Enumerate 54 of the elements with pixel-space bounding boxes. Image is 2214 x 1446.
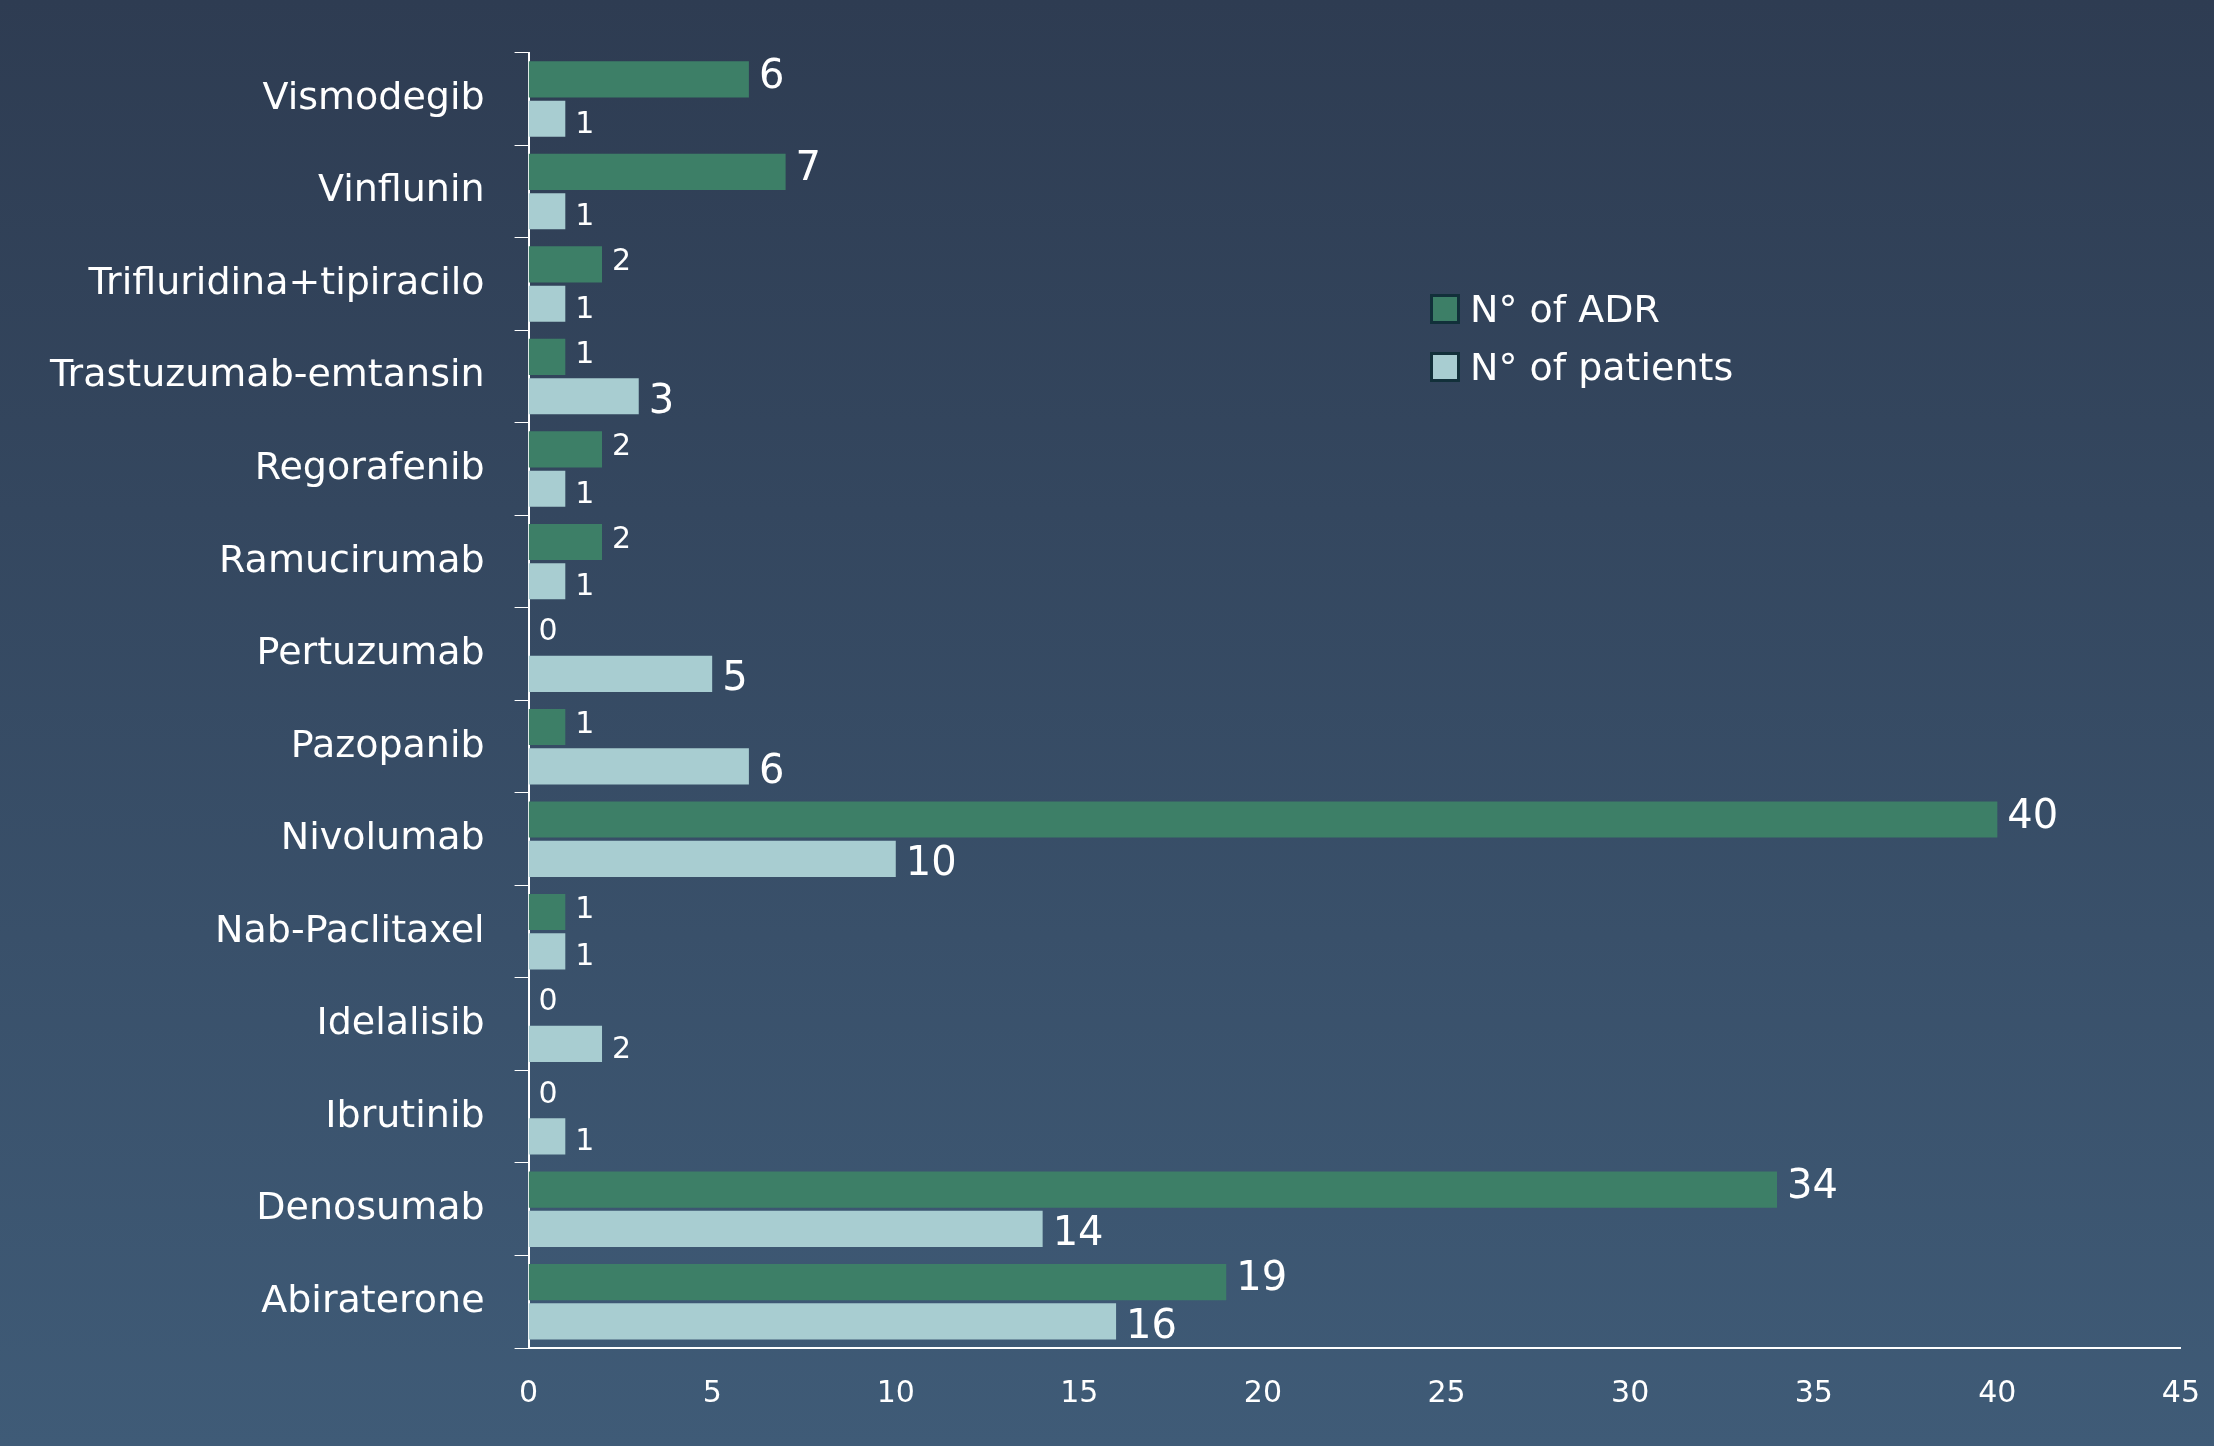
data-label: 2 bbox=[612, 519, 632, 555]
data-label: 2 bbox=[612, 427, 632, 463]
data-label: 1 bbox=[575, 474, 595, 510]
x-tick-label: 5 bbox=[702, 1373, 722, 1409]
data-label: 1 bbox=[575, 704, 595, 740]
data-label: 5 bbox=[722, 653, 748, 700]
y-tick-label: Nivolumab bbox=[280, 814, 485, 859]
data-label: 6 bbox=[758, 745, 785, 792]
y-tick-label: Ibrutinib bbox=[325, 1091, 485, 1136]
data-label: 34 bbox=[1787, 1160, 1838, 1207]
text: N° of ADR bbox=[1470, 286, 1660, 333]
data-label: 1 bbox=[575, 567, 595, 603]
data-label: 6 bbox=[758, 50, 785, 97]
legend-label: N° of patients bbox=[1470, 344, 1734, 391]
y-tick-label: Trastuzumab-emtansin bbox=[48, 351, 485, 396]
data-label: 0 bbox=[538, 982, 558, 1018]
data-label: 19 bbox=[1236, 1253, 1288, 1300]
y-tick-label: Regorafenib bbox=[254, 443, 485, 488]
x-tick-label: 40 bbox=[1978, 1373, 2017, 1409]
y-tick-label: Vismodegib bbox=[262, 73, 485, 118]
data-label: 0 bbox=[538, 1074, 558, 1110]
x-tick-label: 45 bbox=[2161, 1373, 2201, 1409]
x-tick-label: 35 bbox=[1794, 1373, 1833, 1409]
x-tick-label: 25 bbox=[1427, 1373, 1466, 1409]
x-tick-label: 30 bbox=[1611, 1373, 1650, 1409]
y-tick-label: Abiraterone bbox=[261, 1276, 485, 1321]
data-label: 1 bbox=[575, 889, 595, 925]
data-label: 10 bbox=[905, 838, 957, 885]
y-tick-label: Vinflunin bbox=[318, 166, 485, 211]
data-label: 16 bbox=[1126, 1300, 1177, 1347]
y-tick-label: Ramucirumab bbox=[219, 536, 485, 581]
x-tick-label: 0 bbox=[519, 1373, 539, 1409]
data-label: 1 bbox=[575, 1122, 595, 1158]
data-label: 14 bbox=[1052, 1208, 1104, 1255]
data-label: 1 bbox=[575, 104, 595, 140]
y-tick-label: Pertuzumab bbox=[256, 629, 485, 674]
data-label: 7 bbox=[795, 143, 822, 190]
x-tick-label: 15 bbox=[1060, 1373, 1099, 1409]
data-label: 1 bbox=[575, 937, 595, 973]
data-label: 0 bbox=[538, 612, 558, 648]
data-label: 3 bbox=[648, 375, 675, 422]
data-label: 2 bbox=[612, 242, 632, 278]
y-tick-label: Trifluridina+tipiracilo bbox=[87, 258, 485, 303]
data-label: 1 bbox=[575, 197, 595, 233]
data-label: 40 bbox=[2007, 790, 2059, 837]
data-label: 1 bbox=[575, 289, 595, 325]
x-tick-label: 20 bbox=[1243, 1373, 1283, 1409]
data-label: 1 bbox=[575, 334, 595, 370]
y-tick-label: Nab-Paclitaxel bbox=[215, 906, 485, 951]
data-label: 2 bbox=[612, 1029, 632, 1065]
x-tick-label: 10 bbox=[876, 1373, 915, 1409]
y-tick-label: Idelalisib bbox=[316, 999, 485, 1044]
y-tick-label: Denosumab bbox=[256, 1184, 485, 1229]
y-tick-label: Pazopanib bbox=[290, 721, 485, 766]
